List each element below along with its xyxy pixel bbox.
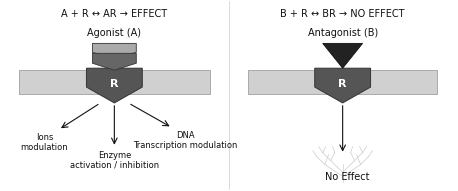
Text: R: R	[338, 79, 347, 89]
Text: Agonist (A): Agonist (A)	[87, 28, 142, 39]
Bar	[19, 70, 210, 94]
Text: R: R	[110, 79, 119, 89]
Bar	[248, 70, 437, 94]
Text: A + R ↔ AR → EFFECT: A + R ↔ AR → EFFECT	[61, 9, 168, 19]
Text: Ions
modulation: Ions modulation	[21, 133, 68, 152]
Polygon shape	[323, 43, 363, 68]
Text: No Effect: No Effect	[325, 172, 370, 182]
Text: DNA
Transcription modulation: DNA Transcription modulation	[133, 131, 237, 150]
Polygon shape	[93, 53, 136, 70]
Polygon shape	[87, 68, 142, 103]
Polygon shape	[93, 43, 136, 58]
Text: B + R ↔ BR → NO EFFECT: B + R ↔ BR → NO EFFECT	[280, 9, 405, 19]
Text: Antagonist (B): Antagonist (B)	[307, 28, 378, 39]
Polygon shape	[315, 68, 371, 103]
Text: Enzyme
activation / inhibition: Enzyme activation / inhibition	[70, 151, 159, 170]
